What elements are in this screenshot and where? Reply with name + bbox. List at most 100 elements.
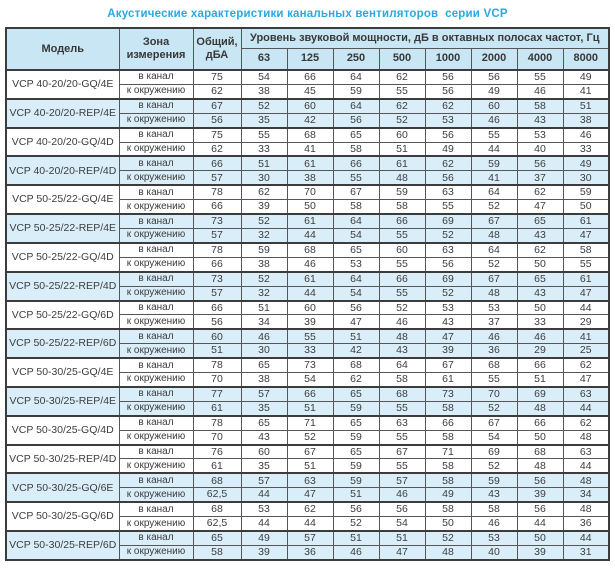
table-row: VCP 50-30/25-GQ/4E в канал 78 65 73 68 64 67 68 6… <box>5 357 610 388</box>
model-name: VCP 50-30/25-GQ/6D <box>5 501 120 532</box>
total-dba-value: 67 <box>192 97 242 114</box>
spl-value: 34 <box>240 314 288 330</box>
spl-value: 55 <box>470 126 518 143</box>
spl-value: 64 <box>332 97 380 114</box>
header-freq-8000: 8000 <box>562 47 610 71</box>
zone-label: к окружению <box>118 544 194 561</box>
spl-value: 30 <box>240 343 288 359</box>
spl-value: 49 <box>240 529 288 546</box>
spl-value: 29 <box>516 343 564 359</box>
header-total-dba: Общий, дБА <box>192 27 242 71</box>
total-dba-value: 51 <box>192 343 242 359</box>
spl-value: 35 <box>240 400 288 417</box>
spl-value: 44 <box>562 529 610 546</box>
total-dba-value: 65 <box>192 529 242 546</box>
spl-value: 33 <box>516 314 564 330</box>
spl-value: 43 <box>516 227 564 244</box>
spl-value: 48 <box>516 400 564 417</box>
spl-value: 58 <box>424 429 472 446</box>
zone-label: к окружению <box>118 112 194 129</box>
spl-value: 41 <box>562 328 610 345</box>
model-name: VCP 50-25/22-REP/4E <box>5 213 120 244</box>
spl-value: 43 <box>516 285 564 302</box>
spl-value: 62 <box>332 372 380 388</box>
total-dba-value: 78 <box>192 357 242 374</box>
table-row: к окружению 58 39 36 46 47 48 40 39 31 <box>6 544 610 561</box>
spl-value: 51 <box>286 400 334 417</box>
spl-value: 48 <box>562 501 610 518</box>
spl-value: 38 <box>240 372 288 388</box>
spl-value: 60 <box>286 97 334 114</box>
spl-value: 43 <box>240 429 288 446</box>
spl-value: 68 <box>286 126 334 143</box>
spl-value: 67 <box>286 443 334 460</box>
model-name: VCP 40-20/20-REP/4D <box>5 155 120 186</box>
total-dba-value: 75 <box>192 126 242 143</box>
total-dba-value: 60 <box>192 328 242 345</box>
total-dba-value: 57 <box>192 285 242 302</box>
spl-value: 47 <box>562 227 610 244</box>
table-row: VCP 50-25/22-GQ/4D в канал 78 59 68 65 60 63 64 6… <box>5 241 610 273</box>
spl-value: 69 <box>516 385 564 402</box>
spl-value: 50 <box>424 516 472 532</box>
spl-value: 65 <box>332 443 380 460</box>
spl-value: 65 <box>332 385 380 402</box>
table-row: VCP 50-25/22-REP/4D в канал 73 52 61 64 66 69 67… <box>5 270 610 301</box>
spl-value: 47 <box>332 314 380 330</box>
total-dba-value: 73 <box>192 270 242 287</box>
spl-value: 49 <box>424 487 472 503</box>
spl-value: 35 <box>240 458 288 474</box>
spl-value: 64 <box>378 357 426 374</box>
spl-value: 66 <box>286 68 334 85</box>
spl-value: 58 <box>424 458 472 474</box>
zone-label: в канал <box>118 213 194 229</box>
spl-value: 39 <box>516 544 564 561</box>
spl-value: 58 <box>378 372 426 388</box>
table-row: к окружению 57 32 44 54 55 52 48 43 47 <box>6 227 610 244</box>
zone-label: к окружению <box>118 227 194 244</box>
zone-label: в канал <box>118 328 194 345</box>
spl-value: 66 <box>378 213 426 229</box>
spl-value: 56 <box>424 170 472 186</box>
spl-value: 56 <box>424 68 472 85</box>
spl-value: 58 <box>516 97 564 114</box>
spl-value: 50 <box>516 299 564 316</box>
header-freq-4000: 4000 <box>516 47 564 71</box>
spl-value: 41 <box>470 170 518 186</box>
spl-value: 54 <box>286 372 334 388</box>
spl-value: 30 <box>240 170 288 186</box>
table-row: VCP 50-30/25-REP/6D в канал 65 49 57 51 51 52 53… <box>5 529 610 561</box>
spl-value: 66 <box>332 155 380 172</box>
header-freq-125: 125 <box>286 47 334 71</box>
header-freq-2000: 2000 <box>470 47 518 71</box>
spl-value: 47 <box>516 199 564 215</box>
zone-label: в канал <box>118 68 194 85</box>
spl-value: 50 <box>516 256 564 273</box>
zone-label: в канал <box>118 443 194 460</box>
spl-value: 43 <box>516 112 564 129</box>
zone-label: к окружению <box>118 314 194 330</box>
zone-label: к окружению <box>118 141 194 157</box>
table-row: VCP 40-20/20-GQ/4E в канал 75 54 66 64 62 56 56 5… <box>5 68 610 100</box>
total-dba-value: 62,5 <box>192 487 242 503</box>
spl-value: 58 <box>470 501 518 518</box>
spl-value: 69 <box>424 270 472 287</box>
spl-value: 29 <box>562 314 610 330</box>
spl-value: 31 <box>562 544 610 561</box>
spl-value: 53 <box>470 529 518 546</box>
spl-value: 60 <box>240 443 288 460</box>
spl-value: 34 <box>562 487 610 503</box>
spl-value: 55 <box>470 372 518 388</box>
total-dba-value: 70 <box>192 429 242 446</box>
spl-value: 59 <box>332 400 380 417</box>
total-dba-value: 66 <box>192 299 242 316</box>
spl-value: 51 <box>240 155 288 172</box>
spl-value: 36 <box>286 544 334 561</box>
total-dba-value: 78 <box>192 414 242 431</box>
spl-value: 48 <box>378 170 426 186</box>
total-dba-value: 56 <box>192 314 242 330</box>
spl-value: 39 <box>240 199 288 215</box>
spl-value: 62 <box>240 184 288 201</box>
spl-value: 51 <box>516 372 564 388</box>
zone-label: к окружению <box>118 199 194 215</box>
